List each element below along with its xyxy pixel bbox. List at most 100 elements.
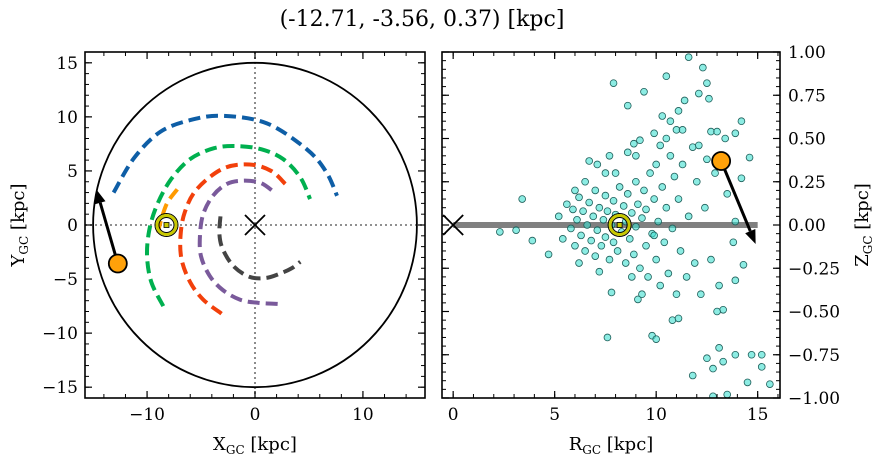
scatter-point xyxy=(713,307,721,316)
scatter-point xyxy=(634,200,642,209)
scatter-point xyxy=(589,212,598,221)
scatter-point xyxy=(692,177,701,186)
scatter-point xyxy=(623,190,632,198)
scatter-point xyxy=(628,273,636,281)
scatter-point xyxy=(512,226,520,234)
scatter-point xyxy=(625,235,634,243)
scatter-point xyxy=(650,231,658,240)
scatter-point xyxy=(703,155,711,164)
scatter-point xyxy=(747,350,756,359)
y-tick-label: 0.00 xyxy=(788,216,826,236)
scatter-point xyxy=(668,224,677,233)
scatter-point xyxy=(563,200,571,209)
scatter-point xyxy=(597,241,606,250)
velocity-arrow-shaft xyxy=(98,202,120,264)
scatter-point xyxy=(703,79,711,87)
scatter-point xyxy=(684,212,693,221)
sun-dot xyxy=(616,222,623,228)
scatter-point xyxy=(676,247,685,255)
y-tick-label: 0.75 xyxy=(788,86,826,106)
scatter-point xyxy=(605,255,614,264)
sun-inner-ring xyxy=(611,217,628,233)
left-x-axis-label: XGC [kpc] xyxy=(213,434,297,457)
y-tick-label: 10 xyxy=(56,108,78,128)
scatter-point xyxy=(603,333,612,342)
scatter-point xyxy=(571,186,579,195)
scatter-point xyxy=(656,141,665,150)
scatter-point xyxy=(581,247,589,255)
spiral-arm-2 xyxy=(178,162,287,316)
scatter-point xyxy=(674,314,683,323)
y-tick-label: 0.50 xyxy=(788,130,826,150)
y-tick-label: 5 xyxy=(67,162,78,182)
scatter-point xyxy=(632,152,640,160)
scatter-point xyxy=(591,252,600,260)
scatter-point xyxy=(583,221,591,229)
y-tick-label: 15 xyxy=(56,54,78,74)
scatter-point xyxy=(678,126,687,134)
velocity-arrow-head xyxy=(745,228,756,245)
scatter-point xyxy=(571,241,579,250)
scatter-point xyxy=(678,160,687,169)
scatter-point xyxy=(607,288,616,297)
scatter-point xyxy=(605,152,614,160)
scatter-point xyxy=(591,186,600,195)
scatter-point xyxy=(581,177,589,186)
scatter-point xyxy=(690,259,699,267)
scatter-point xyxy=(640,186,648,195)
scatter-point xyxy=(613,247,622,255)
scatter-point xyxy=(558,235,567,243)
scatter-point xyxy=(715,344,723,352)
velocity-arrow-head xyxy=(94,189,106,205)
scatter-point xyxy=(638,214,646,222)
scatter-point xyxy=(723,390,732,398)
disk-boundary-circle xyxy=(92,61,418,389)
scatter-point xyxy=(766,380,774,388)
scatter-point xyxy=(642,205,650,214)
scatter-point xyxy=(680,96,689,105)
scatter-point xyxy=(642,241,650,250)
scatter-point xyxy=(739,260,748,269)
scatter-point xyxy=(662,72,671,81)
scatter-point xyxy=(609,238,618,247)
object-marker xyxy=(107,253,128,274)
x-tick-label: 10 xyxy=(645,405,667,425)
velocity-arrow-shaft xyxy=(719,160,752,232)
scatter-point xyxy=(577,231,585,240)
x-tick-label: 5 xyxy=(549,405,560,425)
x-tick-label: −10 xyxy=(129,405,165,425)
scatter-point xyxy=(585,198,593,207)
spiral-arm-1 xyxy=(144,144,312,308)
scatter-point xyxy=(650,129,658,138)
scatter-point xyxy=(658,183,667,191)
scatter-point xyxy=(664,269,673,278)
sun-ring xyxy=(608,214,631,236)
right-y-axis-label: ZGC [kpc] xyxy=(852,183,875,267)
scatter-point xyxy=(615,183,624,191)
scatter-point xyxy=(713,127,721,136)
scatter-point xyxy=(567,224,575,233)
scatter-point xyxy=(666,117,675,125)
scatter-point xyxy=(569,205,577,214)
scatter-point xyxy=(757,363,766,371)
scatter-point xyxy=(609,196,618,205)
y-tick-label: 0 xyxy=(67,216,78,236)
sun-outer-ring xyxy=(607,213,632,237)
scatter-point xyxy=(731,217,740,226)
scatter-point xyxy=(688,371,697,380)
scatter-point xyxy=(644,273,652,281)
scatter-point xyxy=(674,195,683,203)
scatter-point xyxy=(593,226,602,234)
scatter-point xyxy=(707,255,715,264)
scatter-point xyxy=(699,63,707,72)
galactic-center-x-marker xyxy=(442,214,464,236)
scatter-point xyxy=(709,364,717,373)
scatter-point xyxy=(601,233,610,241)
y-tick-label: −0.75 xyxy=(788,346,840,366)
scatter-point xyxy=(703,354,711,363)
scatter-point xyxy=(632,222,640,231)
y-tick-label: −5 xyxy=(53,270,78,290)
scatter-point xyxy=(684,53,693,61)
scatter-point xyxy=(595,267,604,276)
